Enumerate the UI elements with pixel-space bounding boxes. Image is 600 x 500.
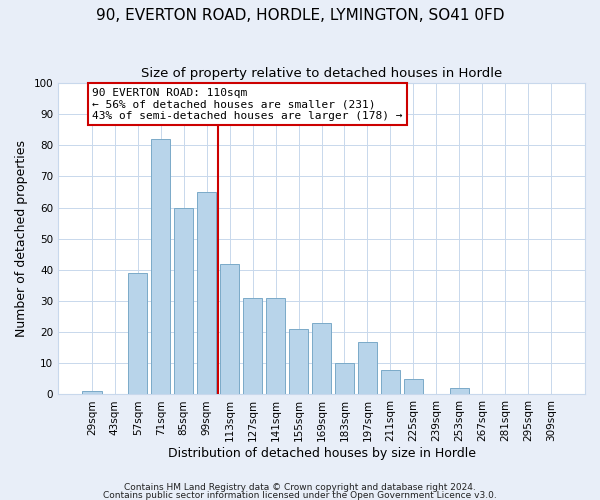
Y-axis label: Number of detached properties: Number of detached properties (15, 140, 28, 338)
Bar (404, 379, 423, 394)
Bar (243, 298, 262, 394)
Text: Contains public sector information licensed under the Open Government Licence v3: Contains public sector information licen… (103, 490, 497, 500)
Text: 90 EVERTON ROAD: 110sqm
← 56% of detached houses are smaller (231)
43% of semi-d: 90 EVERTON ROAD: 110sqm ← 56% of detache… (92, 88, 403, 121)
Text: Contains HM Land Registry data © Crown copyright and database right 2024.: Contains HM Land Registry data © Crown c… (124, 484, 476, 492)
Bar (220, 264, 239, 394)
Bar (289, 329, 308, 394)
Bar (82, 392, 101, 394)
Bar (358, 342, 377, 394)
Bar (449, 388, 469, 394)
X-axis label: Distribution of detached houses by size in Hordle: Distribution of detached houses by size … (167, 447, 476, 460)
Title: Size of property relative to detached houses in Hordle: Size of property relative to detached ho… (141, 68, 502, 80)
Bar (128, 273, 148, 394)
Bar (174, 208, 193, 394)
Bar (312, 323, 331, 394)
Bar (380, 370, 400, 394)
Bar (197, 192, 217, 394)
Bar (335, 364, 354, 394)
Text: 90, EVERTON ROAD, HORDLE, LYMINGTON, SO41 0FD: 90, EVERTON ROAD, HORDLE, LYMINGTON, SO4… (96, 8, 504, 22)
Bar (151, 139, 170, 394)
Bar (266, 298, 286, 394)
